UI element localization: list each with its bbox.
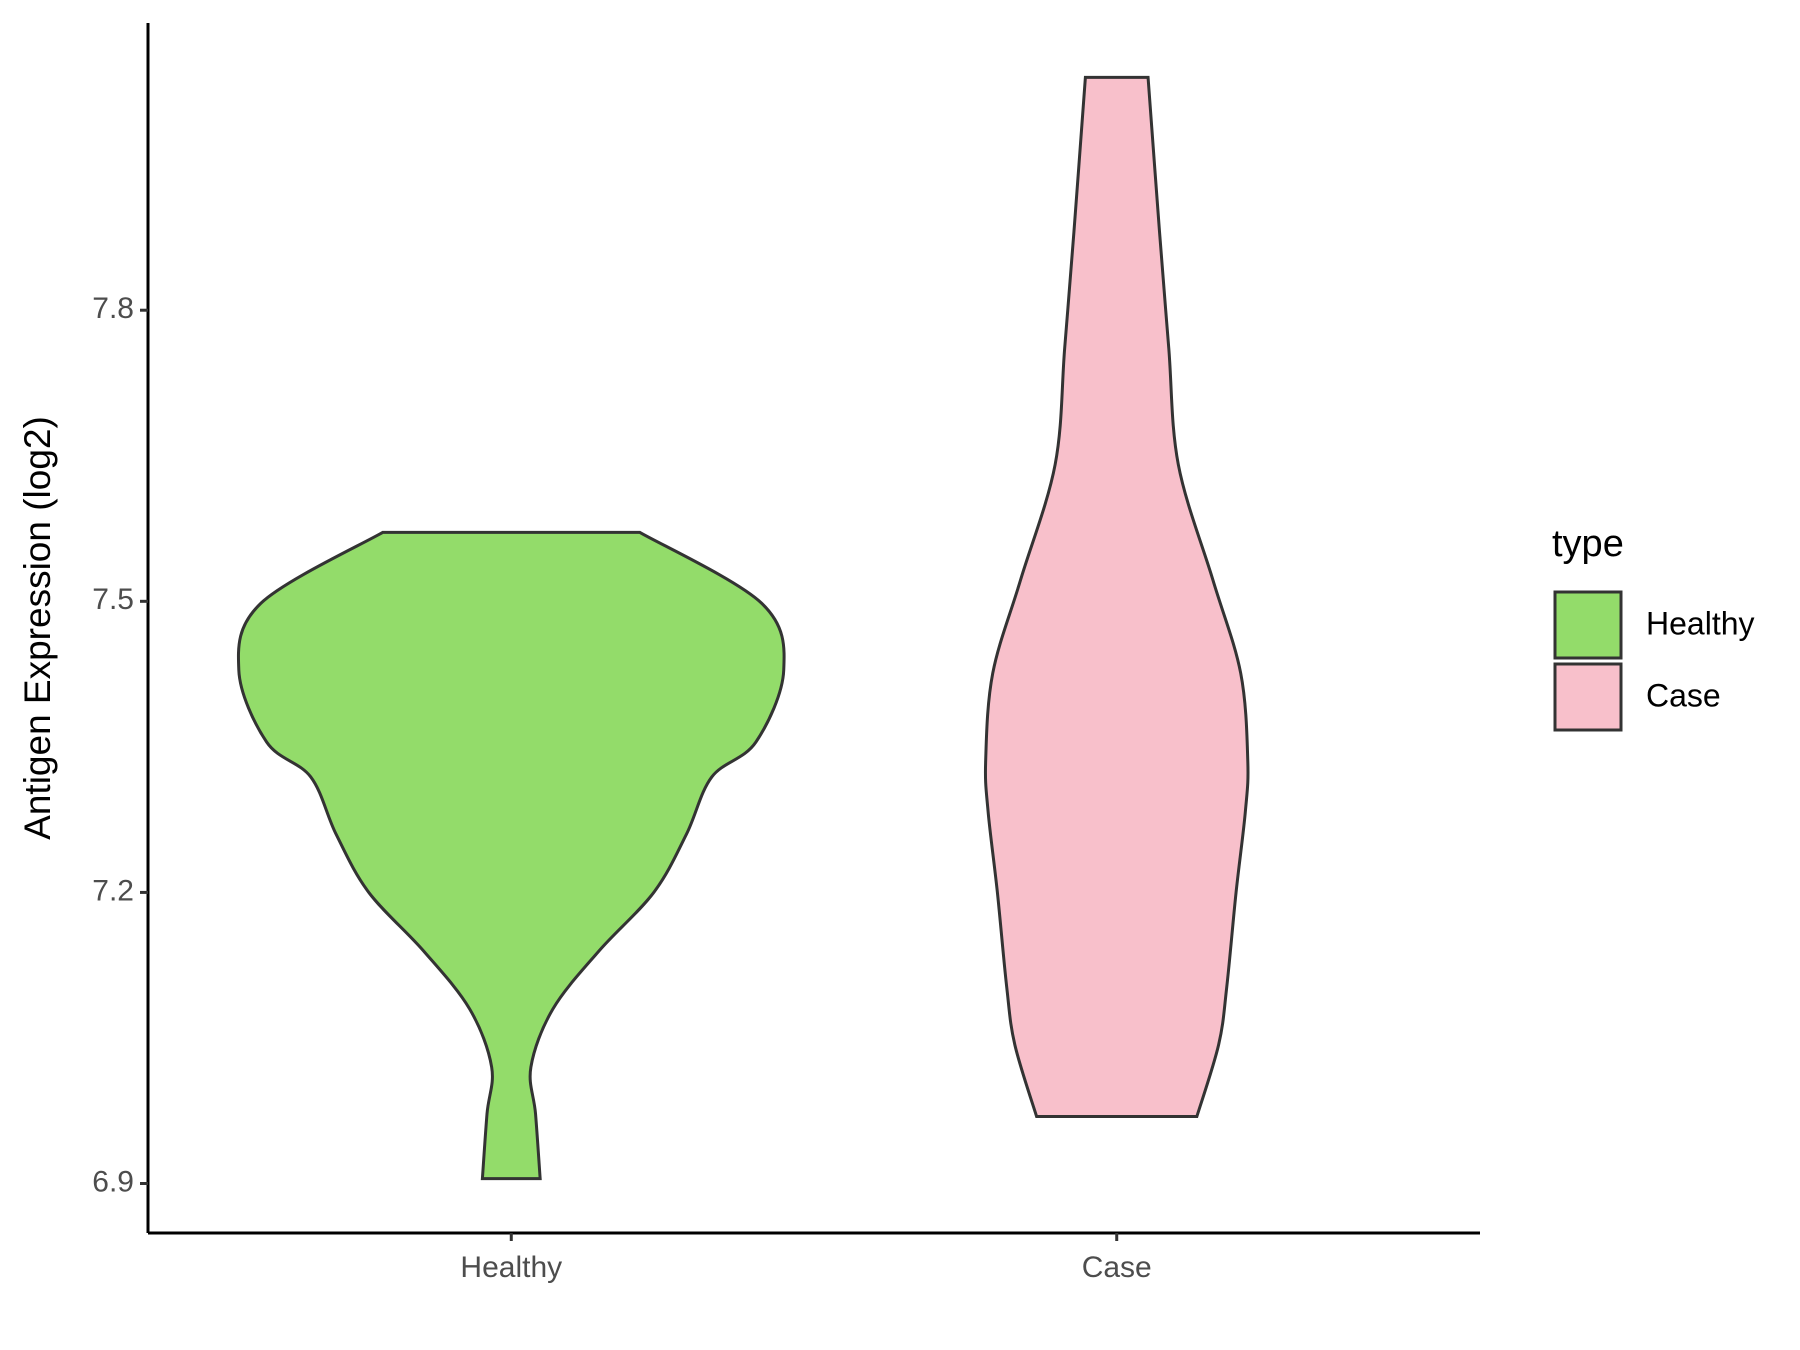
legend-key	[1553, 590, 1623, 660]
violin	[983, 75, 1250, 1119]
y-tick-label: 7.5	[92, 583, 134, 616]
x-tick-label: Healthy	[460, 1251, 562, 1284]
y-tick-label: 7.8	[92, 292, 134, 325]
y-axis-title: Antigen Expression (log2)	[17, 416, 58, 840]
legend-label: Case	[1646, 677, 1721, 713]
y-tick-label: 6.9	[92, 1165, 134, 1198]
x-tick-label: Case	[1082, 1251, 1152, 1284]
violin	[236, 530, 786, 1181]
legend-key	[1553, 662, 1623, 732]
legend-label: Healthy	[1646, 605, 1755, 641]
y-tick-label: 7.2	[92, 874, 134, 907]
legend-title: type	[1552, 523, 1624, 565]
